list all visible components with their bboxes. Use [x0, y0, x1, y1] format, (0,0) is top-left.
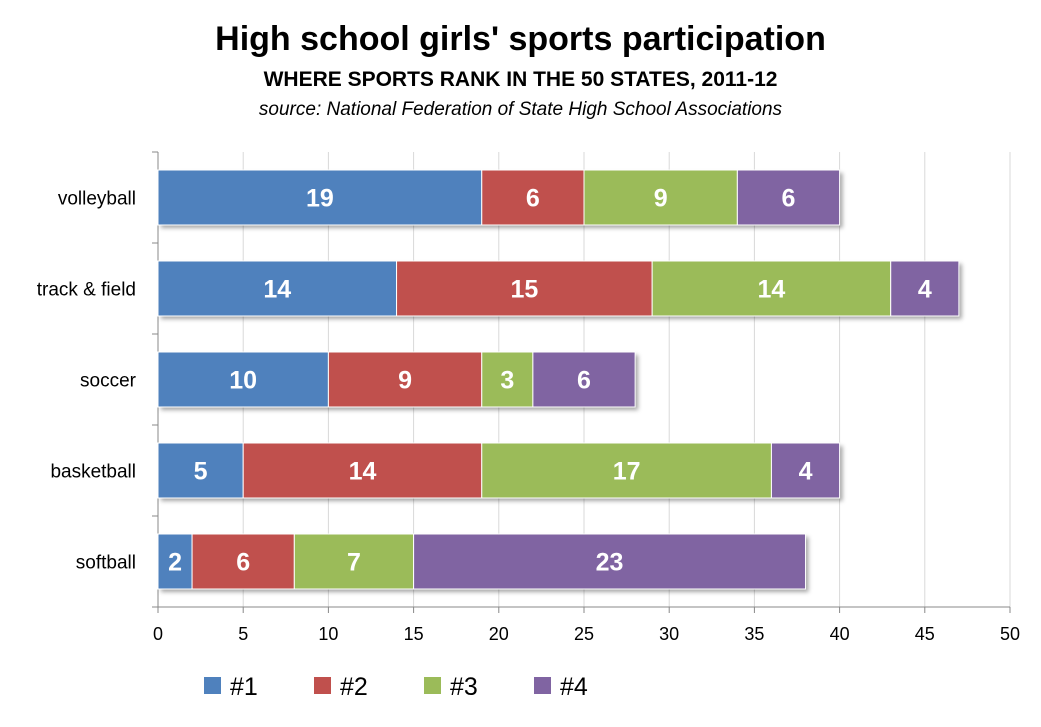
bar-segment: [651, 260, 892, 317]
x-tick-label: 50: [1000, 624, 1020, 644]
bar-segment: [157, 260, 398, 317]
bar-segment: [481, 351, 534, 408]
data-label: 14: [349, 458, 377, 486]
chart-source: source: National Federation of State Hig…: [258, 99, 783, 120]
bar-segment: [413, 533, 807, 590]
chart-title: High school girls' sports participation: [215, 20, 826, 58]
x-tick-label: 30: [659, 624, 679, 644]
data-label: 6: [526, 185, 540, 213]
data-label: 3: [500, 367, 514, 395]
x-tick-label: 25: [574, 624, 594, 644]
x-tick-label: 45: [915, 624, 935, 644]
data-label: 15: [510, 276, 538, 304]
y-tick-label: soccer: [80, 371, 137, 392]
x-tick-label: 0: [153, 624, 163, 644]
bar-segment: [191, 533, 295, 590]
bar-segment: [736, 169, 841, 226]
data-label: 5: [194, 458, 208, 486]
data-label: 9: [654, 185, 668, 213]
data-label: 10: [229, 367, 257, 395]
y-tick-label: basketball: [50, 462, 136, 483]
bar-segment: [242, 442, 483, 499]
bar-segment: [293, 533, 415, 590]
bar-segment: [481, 169, 585, 226]
legend-label: #2: [340, 673, 368, 701]
x-tick-label: 5: [238, 624, 248, 644]
bar-segment: [327, 351, 483, 408]
x-tick-label: 20: [489, 624, 509, 644]
bar-segment: [157, 169, 483, 226]
data-label: 14: [263, 276, 291, 304]
data-label: 19: [306, 185, 334, 213]
data-label: 6: [782, 185, 796, 213]
data-label: 2: [168, 549, 182, 577]
legend-swatch: [314, 677, 331, 694]
bar-segment: [770, 442, 841, 499]
data-label: 7: [347, 549, 361, 577]
data-label: 6: [236, 549, 250, 577]
chart-subtitle: WHERE SPORTS RANK IN THE 50 STATES, 2011…: [263, 68, 778, 91]
legend-label: #3: [450, 673, 478, 701]
data-label: 17: [613, 458, 641, 486]
bar-segment: [396, 260, 653, 317]
bar-segment: [157, 351, 329, 408]
bar-segment: [890, 260, 960, 317]
x-tick-label: 15: [404, 624, 424, 644]
legend-swatch: [424, 677, 441, 694]
y-tick-label: volleyball: [58, 189, 136, 210]
legend-label: #1: [230, 673, 258, 701]
bar-segment: [532, 351, 636, 408]
x-tick-label: 40: [830, 624, 850, 644]
data-label: 4: [918, 276, 932, 304]
x-tick-label: 35: [744, 624, 764, 644]
data-label: 4: [799, 458, 813, 486]
y-tick-label: track & field: [37, 280, 136, 301]
legend-swatch: [534, 677, 551, 694]
y-tick-label: softball: [76, 553, 136, 574]
data-label: 6: [577, 367, 591, 395]
data-label: 14: [758, 276, 786, 304]
data-label: 23: [596, 549, 624, 577]
legend-label: #4: [560, 673, 588, 701]
x-tick-label: 10: [318, 624, 338, 644]
data-label: 9: [398, 367, 412, 395]
legend-swatch: [204, 677, 221, 694]
bar-segment: [481, 442, 772, 499]
